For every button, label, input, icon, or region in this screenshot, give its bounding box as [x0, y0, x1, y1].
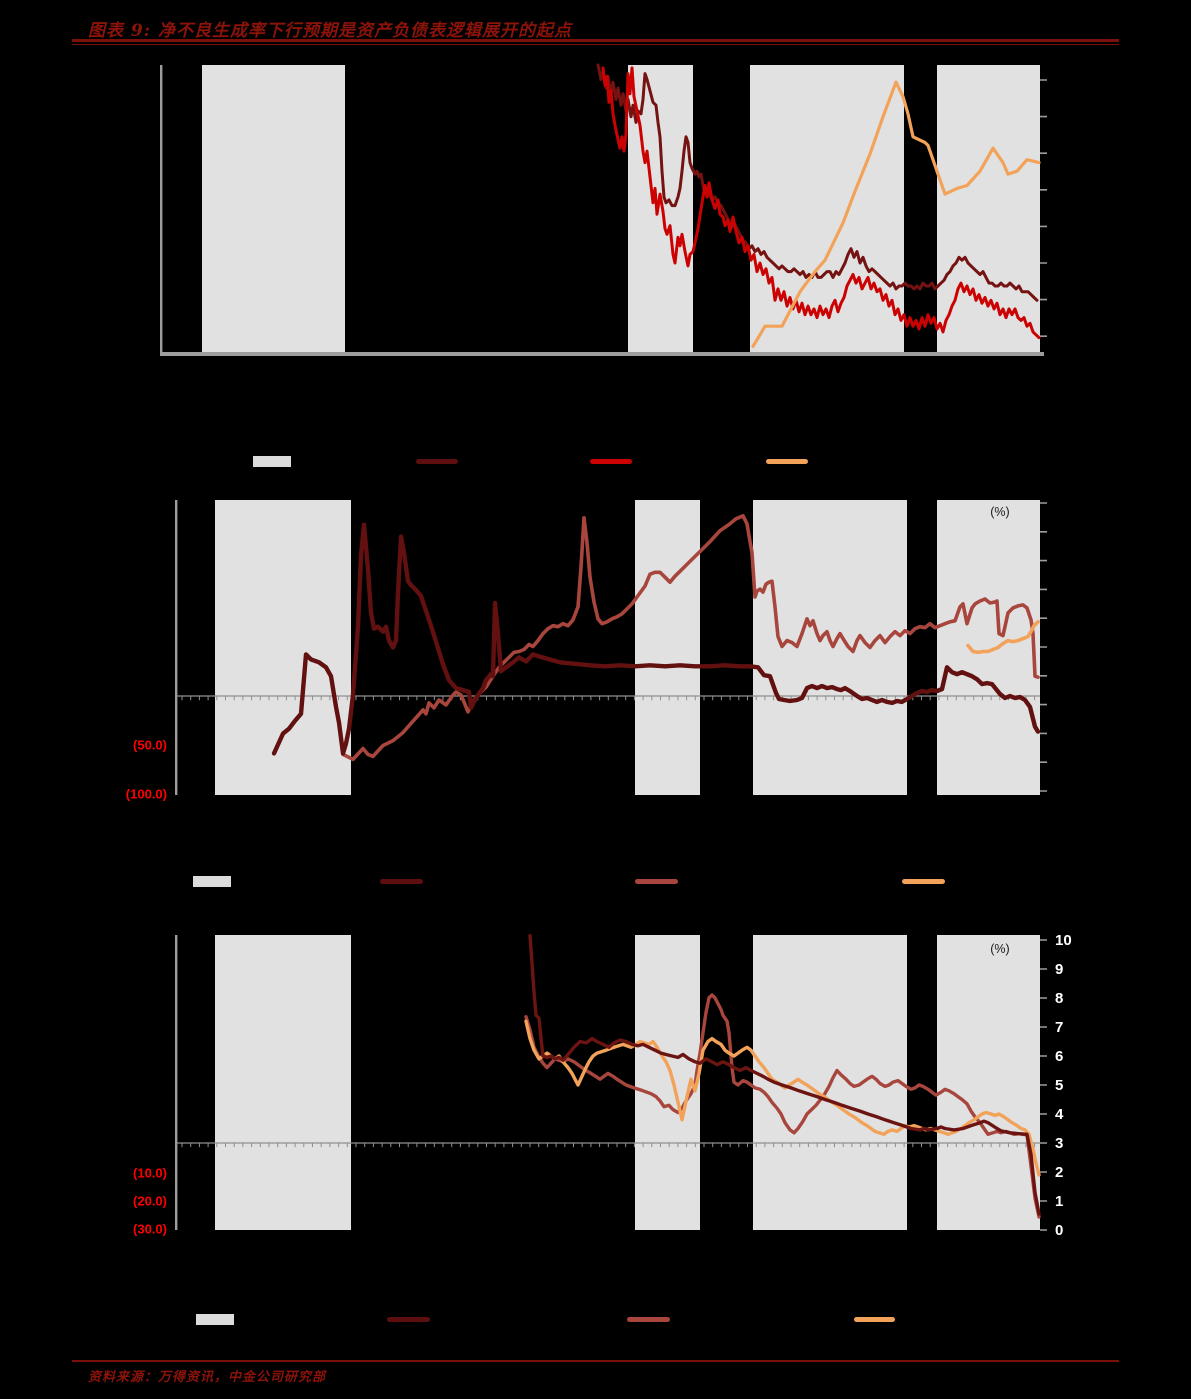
y-axis-line	[175, 500, 178, 795]
legend-line-swatch	[766, 459, 808, 464]
recession-band	[215, 935, 351, 1230]
right-axis-label: 10	[1055, 932, 1072, 949]
chart-1	[160, 63, 1047, 467]
right-axis-ticks	[1040, 502, 1047, 792]
right-axis-label: 0	[1055, 1222, 1063, 1239]
recession-band	[753, 500, 907, 795]
left-axis-label: (20.0)	[133, 1194, 167, 1209]
recession-band	[937, 500, 1040, 795]
zero-line-ticks	[181, 1142, 1036, 1148]
legend-line-swatch	[635, 879, 678, 884]
right-axis-label: 8	[1055, 990, 1063, 1007]
recession-band	[750, 65, 904, 352]
recession-band	[202, 65, 345, 352]
figure-title: 图表 9: 净不良生成率下行预期是资产负债表逻辑展开的起点	[88, 21, 572, 41]
right-axis-label: 3	[1055, 1135, 1063, 1152]
series-bright-red-line	[601, 66, 1041, 340]
y-axis-line	[175, 935, 178, 1230]
legend-line-swatch	[854, 1317, 895, 1322]
chart-2: (50.0) (100.0) (%)	[126, 500, 1047, 887]
right-axis-label: 2	[1055, 1164, 1063, 1181]
legend-box-swatch	[253, 456, 291, 467]
legend-line-swatch	[380, 879, 423, 884]
right-axis-label: 1	[1055, 1193, 1063, 1210]
right-axis-label: 6	[1055, 1048, 1063, 1065]
series-brick-red-line	[341, 513, 1040, 762]
right-axis-label: 4	[1055, 1106, 1064, 1123]
source-attribution: 资料来源：万得资讯，中金公司研究部	[88, 1370, 327, 1385]
right-axis-ticks	[1040, 939, 1047, 1231]
legend-line-swatch	[627, 1317, 670, 1322]
series-dark-red-line	[596, 63, 1039, 302]
right-axis-ticks	[1040, 79, 1047, 337]
legend-line-swatch	[387, 1317, 430, 1322]
legend-line-swatch	[590, 459, 632, 464]
y-axis-line	[160, 65, 163, 356]
legend-box-swatch	[193, 876, 231, 887]
series-orange-line	[751, 80, 1041, 348]
series-orange-line	[966, 619, 1040, 655]
series-maroon-line	[271, 522, 1041, 756]
right-axis-label: 5	[1055, 1077, 1063, 1094]
legend-line-swatch	[416, 459, 458, 464]
left-axis-label: (100.0)	[126, 787, 167, 802]
recession-band	[215, 500, 351, 795]
recession-band	[937, 935, 1040, 1230]
right-axis-label: 7	[1055, 1019, 1063, 1036]
title-rule-thin	[72, 44, 1119, 45]
title-rule-thick	[72, 39, 1119, 42]
left-axis-label: (30.0)	[133, 1222, 167, 1237]
legend-line-swatch	[902, 879, 945, 884]
right-axis-label: 9	[1055, 961, 1063, 978]
series-brick-red-line	[524, 993, 1041, 1219]
recession-band	[635, 500, 700, 795]
left-axis-label: (50.0)	[133, 738, 167, 753]
legend-box-swatch	[196, 1314, 234, 1325]
unit-label: (%)	[990, 505, 1009, 519]
footer-rule	[72, 1360, 1119, 1362]
series-maroon-line	[528, 933, 1041, 1216]
unit-label: (%)	[990, 942, 1009, 956]
x-axis-line	[160, 352, 1044, 356]
left-axis-label: (10.0)	[133, 1166, 167, 1181]
